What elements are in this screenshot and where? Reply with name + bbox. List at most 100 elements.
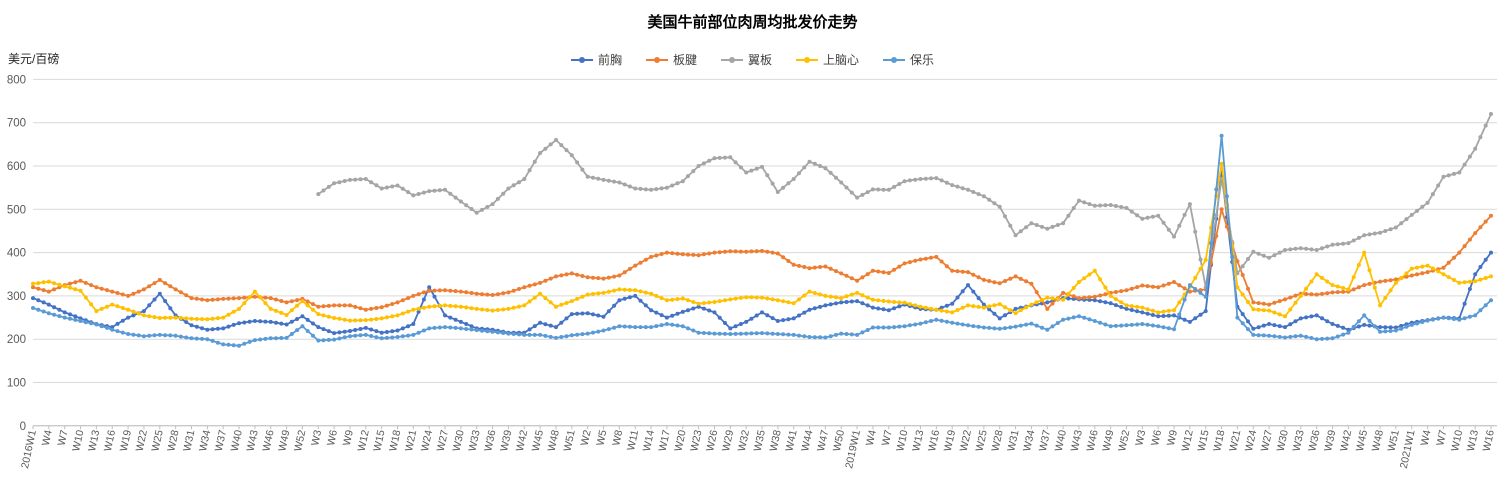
data-point [1277,324,1282,329]
data-point [559,143,564,148]
data-point [1008,276,1013,281]
data-point [881,187,886,192]
data-point [670,183,675,188]
data-point [348,303,352,308]
data-point [955,269,960,274]
data-point [231,296,236,301]
data-point [1145,307,1150,312]
x-tick-label: W32 [736,429,752,453]
data-point [543,333,548,338]
data-point [1024,322,1029,327]
data-point [89,302,94,307]
data-point [849,276,854,281]
data-point [1483,123,1488,128]
data-point [749,249,754,254]
data-point [379,186,384,191]
data-point [775,251,780,256]
data-point [844,273,849,278]
data-point [36,286,41,291]
data-point [876,325,881,330]
data-point [205,327,210,332]
data-point [400,298,405,303]
data-point [1219,133,1224,138]
data-point [1467,287,1472,291]
data-point [1156,324,1161,329]
data-point [944,309,949,314]
data-point [712,300,717,304]
legend-marker-icon [796,56,818,63]
data-point [622,296,627,301]
data-point [1356,262,1361,267]
data-point [612,274,617,279]
data-point [416,330,421,335]
data-point [733,331,738,336]
x-tick-label: W49 [276,429,292,453]
data-point [1172,280,1176,284]
data-point [495,196,500,201]
data-point [517,332,521,337]
x-tick-label: W16 [926,429,942,453]
data-point [1283,248,1287,252]
data-point [554,274,558,279]
data-point [157,332,162,337]
data-point [717,315,722,320]
data-point [400,311,405,316]
data-point [1283,325,1287,330]
data-point [1351,324,1356,329]
data-point [723,331,727,336]
data-point [744,295,749,300]
data-point [960,289,965,294]
data-point [606,289,611,294]
data-point [728,297,733,302]
data-point [976,275,981,280]
data-point [395,335,400,339]
data-point [823,166,828,171]
data-point [791,316,796,321]
data-point [870,305,875,310]
data-point [1087,202,1092,207]
data-point [554,335,558,340]
data-point [1388,227,1393,232]
data-point [1383,229,1388,233]
data-point [427,285,432,290]
data-point [580,167,585,172]
data-point [1193,229,1198,234]
data-point [173,315,178,320]
data-point [585,311,590,316]
data-point [1452,317,1456,321]
data-point [617,273,622,278]
data-point [1203,294,1208,299]
data-point [606,178,611,183]
data-point [1346,330,1351,335]
data-point [812,335,817,340]
x-tick-label: W17 [657,429,673,453]
data-point [348,329,352,333]
data-point [1124,306,1129,311]
data-point [1367,268,1372,273]
data-point [353,177,358,182]
x-tick-label: W12 [1180,429,1196,453]
data-point [881,299,886,303]
data-point [274,336,278,341]
data-point [1314,292,1319,297]
data-point [834,332,838,337]
legend-marker-dot-icon [891,56,898,63]
data-point [263,319,268,324]
data-point [480,307,484,312]
data-point [1383,278,1388,283]
data-point [1108,324,1113,329]
data-point [971,272,976,277]
data-point [1261,323,1266,328]
data-point [184,293,189,298]
data-point [733,249,738,254]
data-point [1018,276,1023,281]
data-point [1320,316,1324,321]
data-point [818,335,823,340]
data-point [73,280,78,285]
data-point [591,292,595,296]
data-point [918,257,923,262]
data-point [723,155,727,160]
x-tick-label: W28 [165,429,181,453]
data-point [781,299,786,304]
data-point [992,303,997,308]
